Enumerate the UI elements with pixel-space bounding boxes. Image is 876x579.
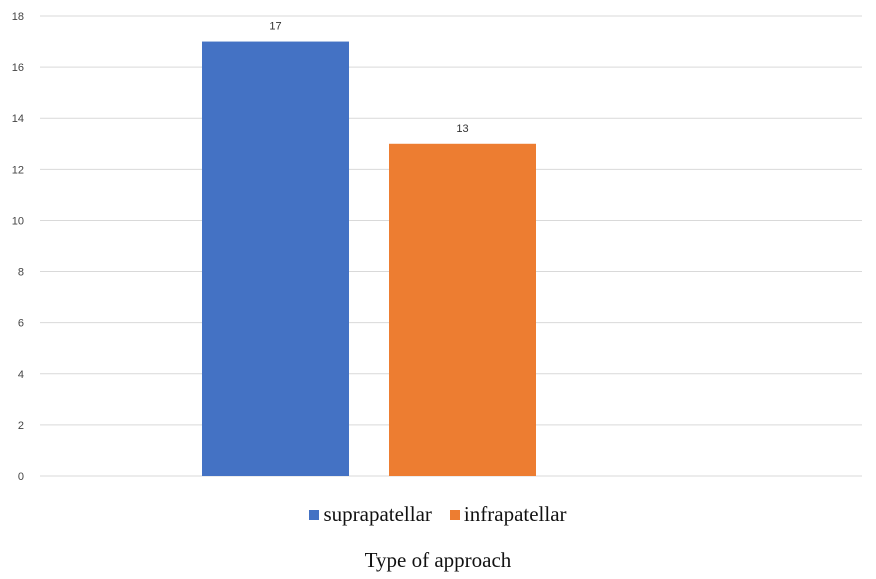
legend-swatch-suprapatellar — [309, 509, 320, 520]
bar-chart: 0 2 4 6 8 10 12 14 16 18 17 13 — [12, 11, 862, 483]
y-tick-label-14: 14 — [12, 113, 24, 125]
y-tick-label-12: 12 — [12, 164, 24, 176]
data-label-infrapatellar: 13 — [456, 123, 468, 135]
legend-item-infrapatellar: infrapatellar — [449, 502, 567, 527]
y-tick-label-10: 10 — [12, 215, 24, 227]
y-tick-label-4: 4 — [18, 369, 24, 381]
y-tick-label-2: 2 — [18, 420, 24, 432]
legend-item-suprapatellar: suprapatellar — [309, 502, 432, 527]
bar-infrapatellar — [389, 143, 536, 476]
legend-label-infrapatellar: infrapatellar — [463, 502, 567, 526]
legend-label-suprapatellar: suprapatellar — [323, 502, 432, 526]
y-tick-label-16: 16 — [12, 62, 24, 74]
y-tick-label-6: 6 — [18, 318, 24, 330]
x-axis-title: Type of approach — [364, 548, 512, 572]
y-tick-label-18: 18 — [12, 11, 24, 23]
legend-swatch-infrapatellar — [449, 509, 460, 520]
data-label-suprapatellar: 17 — [269, 21, 281, 33]
y-tick-label-8: 8 — [18, 267, 24, 279]
legend: suprapatellar infrapatellar — [0, 502, 876, 527]
bar-suprapatellar — [202, 41, 349, 477]
y-tick-label-0: 0 — [18, 471, 24, 483]
